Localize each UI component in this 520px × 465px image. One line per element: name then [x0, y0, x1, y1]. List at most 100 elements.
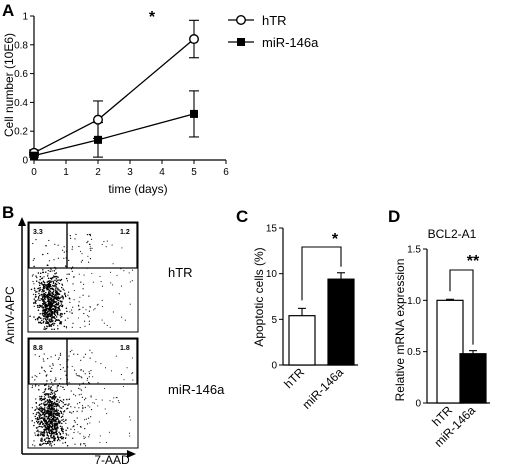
event-dot [38, 430, 40, 433]
event-dot [88, 320, 90, 322]
event-dot [80, 426, 82, 428]
event-dot [54, 286, 56, 288]
event-dot [58, 319, 61, 322]
event-dot [88, 295, 90, 297]
event-dot [68, 273, 70, 275]
event-dot [47, 315, 50, 317]
event-dot [98, 421, 100, 423]
event-dot [39, 397, 41, 400]
event-dot [70, 237, 72, 239]
event-dot [101, 285, 104, 287]
event-dot [33, 316, 35, 318]
event-dot [45, 429, 48, 431]
event-dot [47, 437, 49, 439]
event-dot [38, 306, 41, 309]
event-dot [46, 412, 48, 415]
event-dot [44, 317, 46, 319]
event-dot [47, 401, 49, 403]
event-dot [62, 413, 64, 415]
event-dot [51, 425, 54, 427]
event-dot [39, 275, 42, 278]
flow-plot-htr-quadrant-ur: 1.2 [120, 229, 130, 236]
event-dot [57, 438, 60, 440]
event-dot [62, 249, 64, 251]
event-dot [92, 376, 94, 378]
event-dot [56, 439, 59, 442]
event-dot [51, 412, 53, 415]
event-dot [118, 293, 120, 295]
event-dot [46, 326, 49, 328]
event-dot [51, 419, 53, 421]
event-dot [43, 439, 46, 441]
event-dot [47, 429, 50, 431]
event-dot [41, 281, 43, 284]
event-dot [34, 300, 37, 302]
event-dot [132, 269, 134, 271]
series-line-mir146a [33, 113, 195, 157]
event-dot [84, 443, 86, 445]
event-dot [84, 325, 86, 327]
event-dot [48, 309, 50, 311]
event-dot [30, 288, 33, 291]
event-dot [79, 388, 81, 390]
event-dot [75, 373, 77, 375]
event-dot [33, 305, 35, 307]
event-dot [40, 417, 42, 420]
event-dot [47, 313, 49, 316]
event-dot [59, 364, 61, 366]
event-dot [49, 310, 51, 312]
event-dot [80, 444, 82, 446]
event-dot [40, 410, 42, 412]
event-dot [45, 291, 47, 294]
event-dot [65, 419, 67, 421]
event-dot [47, 416, 49, 419]
event-dot [40, 414, 42, 417]
event-dot [53, 423, 56, 426]
event-dot [103, 322, 105, 324]
event-dot [89, 349, 91, 351]
event-dot [52, 435, 55, 437]
event-dot [61, 415, 64, 417]
event-dot [88, 310, 90, 312]
event-dot [62, 430, 64, 432]
event-dot [39, 272, 42, 275]
event-dot [62, 432, 64, 434]
panel-letter-b: B [2, 203, 14, 222]
event-dot [51, 396, 54, 398]
event-dot [43, 328, 45, 330]
event-dot [32, 259, 34, 261]
event-dot [88, 243, 91, 245]
event-dot [65, 327, 68, 329]
event-dot [52, 410, 54, 412]
x-tick-label: 6 [223, 167, 229, 178]
event-dot [49, 294, 52, 297]
event-dot [57, 404, 60, 406]
event-dot [40, 431, 42, 433]
event-dot [45, 301, 47, 303]
event-dot [33, 265, 35, 268]
event-dot [78, 273, 80, 275]
event-dot [101, 305, 104, 308]
event-dot [50, 320, 52, 322]
event-dot [59, 352, 62, 354]
event-dot [58, 293, 61, 295]
event-dot [40, 421, 42, 423]
event-dot [35, 402, 38, 404]
event-dot [36, 407, 38, 409]
event-dot [62, 298, 64, 300]
event-dot [74, 421, 76, 423]
event-dot [47, 280, 49, 282]
event-dot [55, 296, 58, 298]
event-dot [51, 295, 53, 297]
event-dot [103, 241, 105, 243]
event-dot [59, 399, 62, 402]
event-dot [43, 428, 45, 431]
flow-plot-htr-events [29, 233, 134, 331]
event-dot [54, 301, 56, 303]
event-dot [100, 363, 102, 365]
event-dot [54, 390, 56, 393]
event-dot [43, 360, 45, 362]
event-dot [43, 276, 45, 278]
event-dot [72, 322, 74, 324]
event-dot [53, 298, 56, 300]
